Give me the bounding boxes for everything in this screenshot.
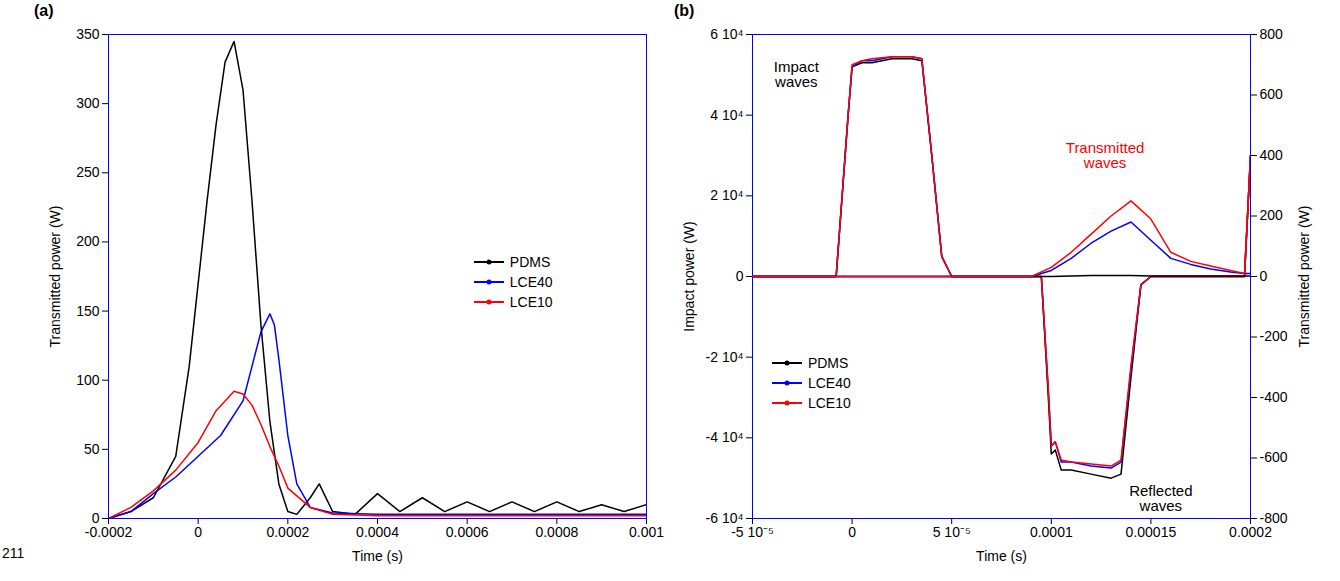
svg-text:Impactwaves: Impactwaves <box>774 58 820 90</box>
svg-text:200: 200 <box>76 233 100 249</box>
svg-text:-800: -800 <box>1260 510 1288 526</box>
svg-text:Time (s): Time (s) <box>976 548 1027 564</box>
html-text:LCE40: LCE40 <box>509 273 553 290</box>
svg-text:-6 10⁴: -6 10⁴ <box>705 510 744 526</box>
svg-text:-2 10⁴: -2 10⁴ <box>706 349 744 365</box>
svg-text:-5 10⁻⁵: -5 10⁻⁵ <box>731 524 774 540</box>
svg-text:0: 0 <box>1260 268 1268 284</box>
svg-text:600: 600 <box>1260 86 1284 102</box>
svg-text:-200: -200 <box>1260 328 1288 344</box>
svg-text:Transmittedwaves: Transmittedwaves <box>1066 139 1145 171</box>
svg-text:Time (s): Time (s) <box>352 548 403 564</box>
html-text:LCE40: LCE40 <box>807 375 851 392</box>
svg-text:250: 250 <box>76 164 100 180</box>
svg-text:-4 10⁴: -4 10⁴ <box>706 429 744 445</box>
svg-text:0.00015: 0.00015 <box>1126 524 1177 540</box>
svg-text:0.0008: 0.0008 <box>535 524 578 540</box>
svg-text:-0.0002: -0.0002 <box>85 524 133 540</box>
svg-text:400: 400 <box>1260 147 1284 163</box>
svg-text:Transmitted power (W): Transmitted power (W) <box>1296 206 1312 348</box>
svg-text:0.001: 0.001 <box>629 524 664 540</box>
svg-text:350: 350 <box>76 26 100 42</box>
html-text:PDMS: PDMS <box>807 355 849 372</box>
html-text:(b): (b) <box>674 2 695 19</box>
html-text:211: 211 <box>2 545 25 561</box>
svg-text:5 10⁻⁵: 5 10⁻⁵ <box>933 524 971 540</box>
html-text:LCE10: LCE10 <box>807 395 851 412</box>
svg-text:0: 0 <box>848 524 856 540</box>
html-text:(a): (a) <box>34 2 54 19</box>
svg-text:100: 100 <box>76 372 100 388</box>
svg-text:0: 0 <box>194 524 202 540</box>
html-text:LCE10: LCE10 <box>509 293 553 310</box>
svg-text:300: 300 <box>76 95 100 111</box>
svg-text:-600: -600 <box>1260 449 1288 465</box>
svg-text:0.0006: 0.0006 <box>446 524 489 540</box>
svg-text:800: 800 <box>1260 26 1284 42</box>
svg-text:0.0004: 0.0004 <box>356 524 399 540</box>
html-text:PDMS: PDMS <box>509 253 551 270</box>
svg-text:Reflectedwaves: Reflectedwaves <box>1129 482 1192 514</box>
svg-text:200: 200 <box>1260 207 1284 223</box>
svg-text:0.0002: 0.0002 <box>1229 524 1272 540</box>
svg-text:0: 0 <box>736 268 744 284</box>
svg-text:4 10⁴: 4 10⁴ <box>710 107 743 123</box>
svg-text:50: 50 <box>84 441 100 457</box>
svg-text:0.0001: 0.0001 <box>1030 524 1073 540</box>
svg-text:2 10⁴: 2 10⁴ <box>710 187 743 203</box>
svg-text:Transmitted power (W): Transmitted power (W) <box>47 206 63 348</box>
svg-text:-400: -400 <box>1260 389 1288 405</box>
svg-text:Impact power (W): Impact power (W) <box>681 221 697 331</box>
svg-text:0.0002: 0.0002 <box>266 524 309 540</box>
svg-text:0: 0 <box>91 510 100 526</box>
svg-text:6 10⁴: 6 10⁴ <box>710 26 743 42</box>
svg-text:150: 150 <box>76 303 100 319</box>
